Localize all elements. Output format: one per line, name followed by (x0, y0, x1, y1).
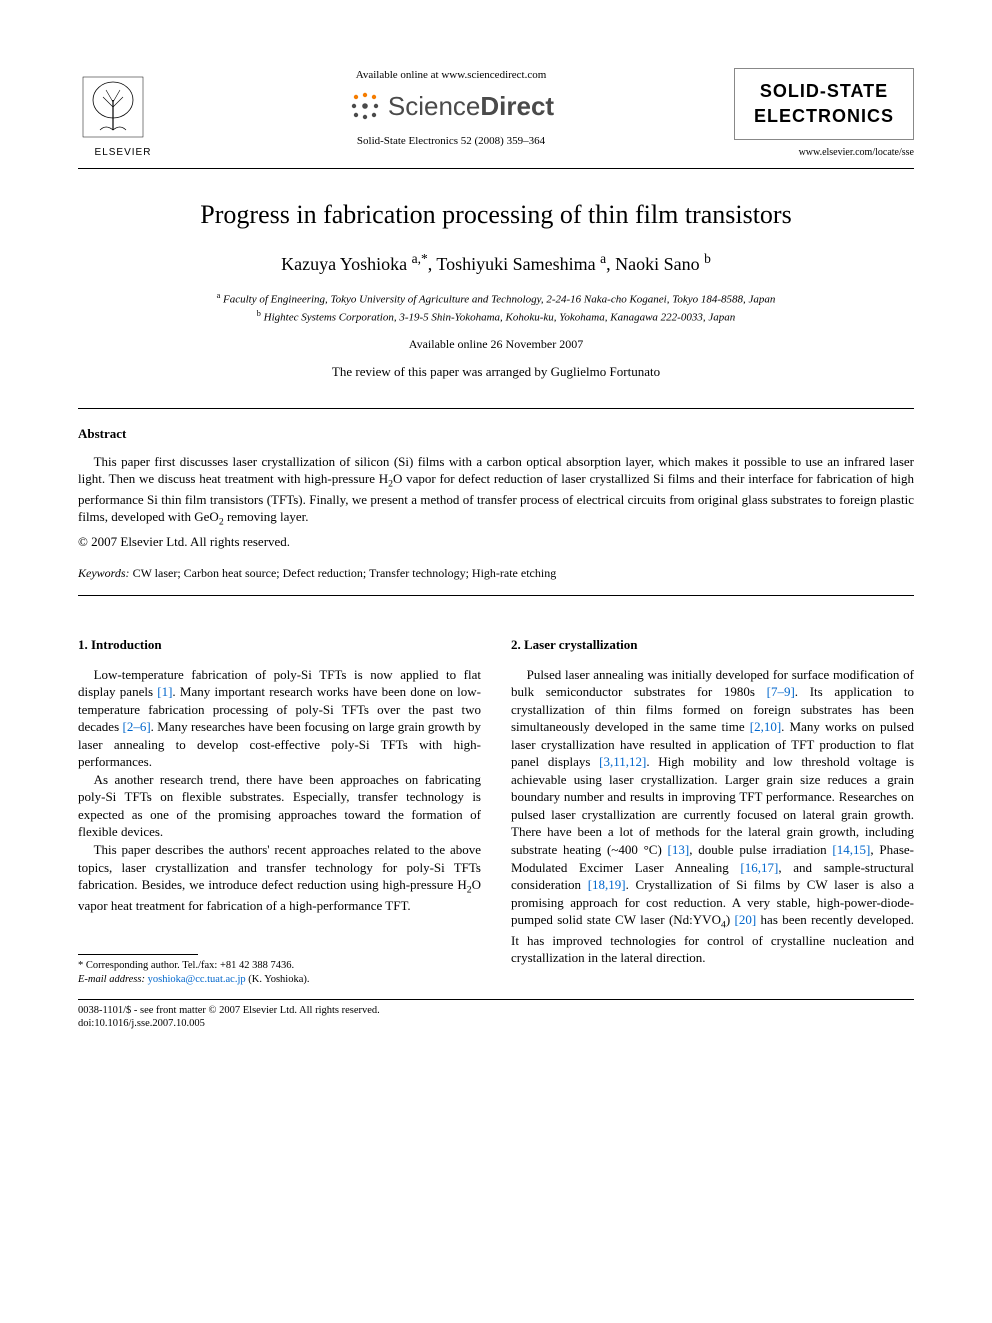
abstract-heading: Abstract (78, 425, 914, 443)
page-header: ELSEVIER Available online at www.science… (78, 62, 914, 160)
abstract-copyright: © 2007 Elsevier Ltd. All rights reserved… (78, 533, 914, 551)
right-column: 2. Laser crystallization Pulsed laser an… (511, 636, 914, 987)
footer-line-2: doi:10.1016/j.sse.2007.10.005 (78, 1017, 914, 1031)
email-label: E-mail address: (78, 974, 148, 985)
online-date: Available online 26 November 2007 (78, 336, 914, 352)
sd-logo-bold: Direct (480, 91, 554, 121)
sd-logo-text: ScienceDirect (388, 89, 554, 124)
section-2-heading: 2. Laser crystallization (511, 636, 914, 654)
body-columns: 1. Introduction Low-temperature fabricat… (78, 636, 914, 987)
affiliation-b: b Hightec Systems Corporation, 3-19-5 Sh… (78, 308, 914, 326)
left-column: 1. Introduction Low-temperature fabricat… (78, 636, 481, 987)
available-online-text: Available online at www.sciencedirect.co… (168, 68, 734, 83)
journal-title-line2: ELECTRONICS (754, 106, 894, 126)
section-2-para-1: Pulsed laser annealing was initially dev… (511, 666, 914, 968)
keywords-line: Keywords: CW laser; Carbon heat source; … (78, 565, 914, 581)
journal-box: SOLID-STATE ELECTRONICS www.elsevier.com… (734, 62, 914, 160)
footnote-rule (78, 954, 198, 955)
citation-line: Solid-State Electronics 52 (2008) 359–36… (168, 134, 734, 149)
abstract-top-rule (78, 408, 914, 409)
sd-logo-regular: Science (388, 91, 481, 121)
journal-title: SOLID-STATE ELECTRONICS (734, 68, 914, 140)
section-1-para-1: Low-temperature fabrication of poly-Si T… (78, 666, 481, 771)
section-1-para-2: As another research trend, there have be… (78, 771, 481, 841)
article-title: Progress in fabrication processing of th… (78, 197, 914, 232)
review-note: The review of this paper was arranged by… (78, 363, 914, 381)
sciencedirect-logo: ScienceDirect (348, 89, 554, 124)
publisher-name: ELSEVIER (78, 146, 168, 160)
email-address[interactable]: yoshioka@cc.tuat.ac.jp (148, 974, 246, 985)
header-center: Available online at www.sciencedirect.co… (168, 62, 734, 149)
sd-swirl-icon (348, 89, 382, 123)
affiliation-a: a Faculty of Engineering, Tokyo Universi… (78, 290, 914, 308)
elsevier-tree-icon (78, 72, 148, 142)
email-suffix: (K. Yoshioka). (246, 974, 310, 985)
section-1-para-3: This paper describes the authors' recent… (78, 841, 481, 914)
footer-line-1: 0038-1101/$ - see front matter © 2007 El… (78, 1004, 914, 1018)
abstract-bottom-rule (78, 595, 914, 596)
affiliations: a Faculty of Engineering, Tokyo Universi… (78, 290, 914, 326)
footnote: * Corresponding author. Tel./fax: +81 42… (78, 959, 481, 986)
header-divider (78, 168, 914, 169)
keywords-value: CW laser; Carbon heat source; Defect red… (130, 566, 557, 580)
footer-text: 0038-1101/$ - see front matter © 2007 El… (78, 1004, 914, 1031)
keywords-label: Keywords: (78, 566, 130, 580)
publisher-logo: ELSEVIER (78, 62, 168, 160)
journal-url: www.elsevier.com/locate/sse (734, 146, 914, 160)
footer-rule (78, 999, 914, 1000)
corresponding-author: * Corresponding author. Tel./fax: +81 42… (78, 959, 481, 973)
journal-title-line1: SOLID-STATE (760, 81, 888, 101)
authors-line: Kazuya Yoshioka a,*, Toshiyuki Sameshima… (78, 250, 914, 276)
email-line: E-mail address: yoshioka@cc.tuat.ac.jp (… (78, 973, 481, 987)
section-1-heading: 1. Introduction (78, 636, 481, 654)
abstract-body: This paper first discusses laser crystal… (78, 453, 914, 530)
